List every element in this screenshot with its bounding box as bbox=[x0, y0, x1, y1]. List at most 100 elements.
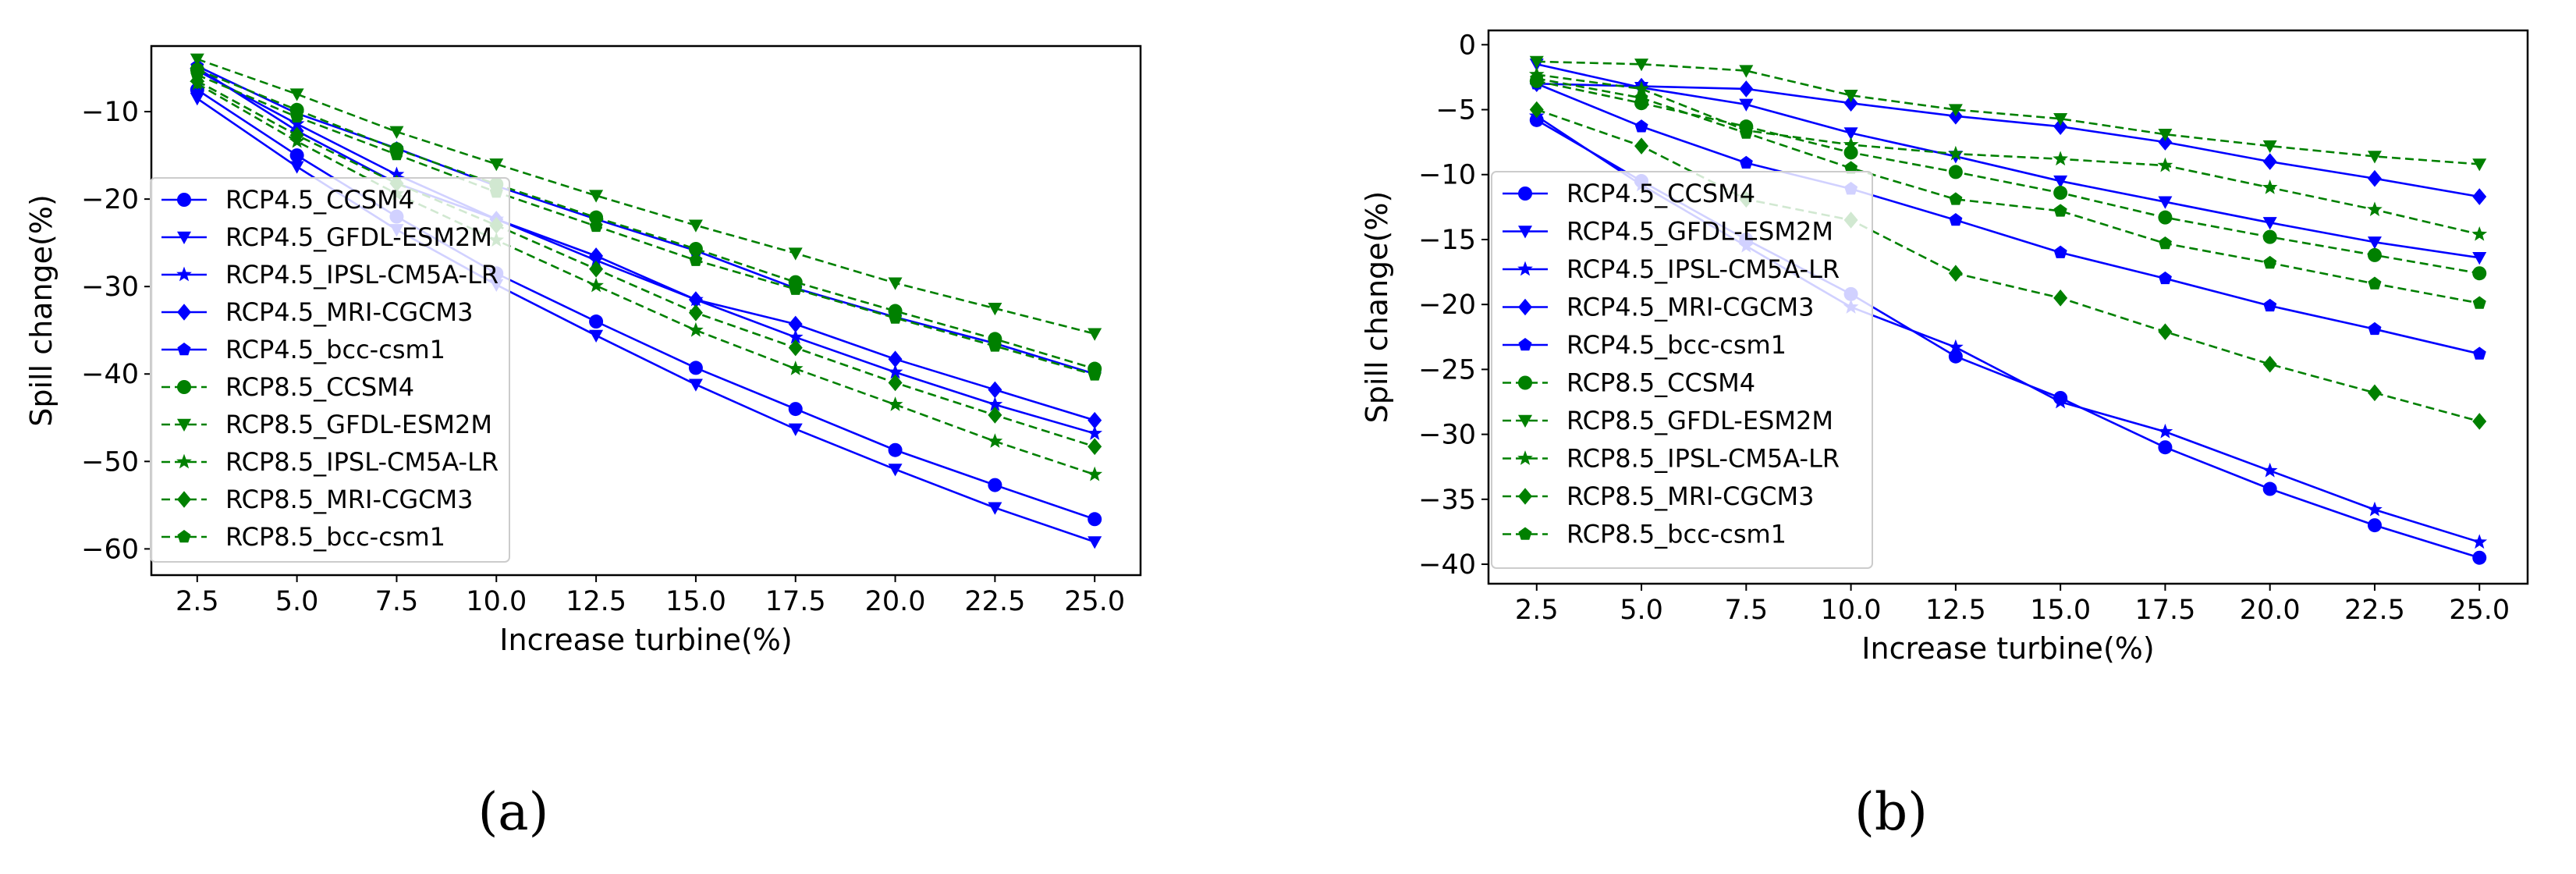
legend-marker bbox=[176, 266, 192, 282]
data-point bbox=[1739, 98, 1754, 112]
x-tick-label: 15.0 bbox=[2030, 595, 2091, 626]
data-point bbox=[389, 147, 403, 161]
legend-marker bbox=[177, 530, 191, 543]
data-point bbox=[2472, 252, 2487, 265]
data-point bbox=[1739, 155, 1753, 169]
y-axis-label: Spill change(%) bbox=[1360, 191, 1394, 424]
data-point bbox=[888, 374, 903, 392]
x-tick-label: 5.0 bbox=[275, 586, 319, 617]
series-rcp8-5-gfdl-esm2m bbox=[1529, 55, 2487, 172]
data-point bbox=[2053, 151, 2068, 166]
y-tick-label: −15 bbox=[1418, 225, 1476, 256]
data-point bbox=[2367, 384, 2382, 402]
data-point bbox=[589, 260, 604, 278]
data-point bbox=[2368, 322, 2382, 336]
data-point bbox=[2053, 186, 2068, 201]
panel-label-a: (a) bbox=[478, 782, 549, 842]
legend-marker bbox=[1517, 450, 1533, 465]
data-point bbox=[1634, 119, 1648, 133]
data-point bbox=[1530, 71, 1544, 84]
series-line bbox=[197, 80, 1095, 448]
legend-marker bbox=[177, 304, 191, 321]
data-point bbox=[2053, 245, 2067, 258]
x-tick-label: 25.0 bbox=[2449, 595, 2510, 626]
data-point bbox=[2263, 298, 2277, 312]
legend-entry-rcp4-5-gfdl-esm2m: RCP4.5_GFDL-ESM2M bbox=[225, 222, 492, 252]
data-point bbox=[987, 433, 1003, 448]
legend-marker bbox=[1518, 226, 1532, 239]
data-point bbox=[2158, 196, 2173, 209]
data-point bbox=[290, 109, 304, 123]
data-point bbox=[289, 126, 304, 144]
data-point bbox=[190, 93, 204, 106]
series-rcp8-5-bcc-csm1 bbox=[1530, 71, 2486, 309]
data-point bbox=[2472, 550, 2487, 565]
legend-box bbox=[1491, 171, 1873, 569]
data-point bbox=[887, 396, 903, 411]
data-point bbox=[2471, 534, 2488, 549]
data-point bbox=[589, 210, 604, 225]
chart-panel-b: 2.5 5.0 7.5 10.0 12.5 15.0 17.5 20.0 22.5 25.0 0 −5… bbox=[1360, 29, 2529, 842]
data-point bbox=[1088, 438, 1102, 456]
data-point bbox=[788, 402, 803, 417]
legend-marker bbox=[177, 418, 191, 432]
data-point bbox=[1739, 65, 1754, 78]
data-point bbox=[888, 350, 903, 368]
legend-entry-rcp8-5-ccsm4: RCP8.5_CCSM4 bbox=[1567, 368, 1755, 398]
data-point bbox=[988, 381, 1002, 399]
series-line bbox=[1536, 82, 2480, 198]
legend-entry-rcp4-5-ccsm4: RCP4.5_CCSM4 bbox=[225, 185, 414, 215]
data-point bbox=[688, 378, 703, 392]
legend-marker bbox=[1518, 414, 1532, 428]
data-point bbox=[1948, 339, 1964, 354]
legend-entry-rcp4-5-ipsl-cm5a-lr: RCP4.5_IPSL-CM5A-LR bbox=[1567, 254, 1840, 284]
data-point bbox=[788, 247, 803, 261]
legend-marker bbox=[177, 491, 191, 508]
legend-entry-rcp4-5-gfdl-esm2m: RCP4.5_GFDL-ESM2M bbox=[1567, 217, 1833, 247]
data-point bbox=[2367, 518, 2382, 533]
legend-marker bbox=[177, 343, 191, 356]
legend-marker bbox=[177, 193, 191, 207]
data-point bbox=[1634, 80, 1649, 96]
y-tick-label: −50 bbox=[81, 446, 139, 478]
data-point bbox=[2262, 217, 2277, 230]
legend-marker bbox=[1517, 261, 1533, 276]
data-point bbox=[787, 361, 804, 375]
x-tick-label: 2.5 bbox=[1515, 595, 1559, 626]
x-tick-label: 25.0 bbox=[1064, 586, 1125, 617]
data-point bbox=[2262, 229, 2277, 244]
legend-entry-rcp4-5-mri-cgcm3: RCP4.5_MRI-CGCM3 bbox=[1567, 293, 1814, 322]
data-point bbox=[1948, 349, 1963, 364]
data-point bbox=[588, 277, 604, 293]
data-point bbox=[2157, 423, 2173, 439]
data-point bbox=[1087, 425, 1103, 440]
y-tick-label: −60 bbox=[81, 534, 139, 565]
data-point bbox=[2472, 413, 2487, 430]
legend-entry-rcp4-5-bcc-csm1: RCP4.5_bcc-csm1 bbox=[225, 335, 445, 364]
data-point bbox=[589, 329, 604, 343]
legend-entry-rcp8-5-bcc-csm1: RCP8.5_bcc-csm1 bbox=[225, 522, 445, 552]
data-point bbox=[1949, 212, 1963, 226]
x-tick-label: 10.0 bbox=[466, 586, 527, 617]
legend-a: RCP4.5_CCSM4 RCP4.5_GFDL-ESM2M RCP4.5_IPSL… bbox=[150, 177, 510, 563]
panel-label-b: (b) bbox=[1854, 782, 1928, 842]
data-point bbox=[2471, 226, 2488, 241]
y-tick-label: −25 bbox=[1418, 354, 1476, 385]
legend-entry-rcp8-5-bcc-csm1: RCP8.5_bcc-csm1 bbox=[1567, 520, 1787, 549]
data-point bbox=[688, 322, 704, 337]
data-point bbox=[2053, 204, 2067, 217]
data-point bbox=[2367, 169, 2382, 187]
data-point bbox=[1088, 536, 1102, 549]
legend-entry-rcp8-5-ipsl-cm5a-lr: RCP8.5_IPSL-CM5A-LR bbox=[225, 447, 499, 477]
legend-marker bbox=[1518, 338, 1532, 351]
data-point bbox=[589, 247, 604, 265]
x-tick-label: 2.5 bbox=[176, 586, 219, 617]
data-point bbox=[2472, 266, 2487, 281]
y-tick-label: −10 bbox=[1418, 160, 1476, 191]
series-line bbox=[1536, 108, 2480, 423]
data-point bbox=[688, 241, 703, 256]
data-point bbox=[788, 339, 803, 357]
x-tick-label: 20.0 bbox=[2240, 595, 2301, 626]
series-rcp8-5-gfdl-esm2m bbox=[190, 53, 1102, 341]
